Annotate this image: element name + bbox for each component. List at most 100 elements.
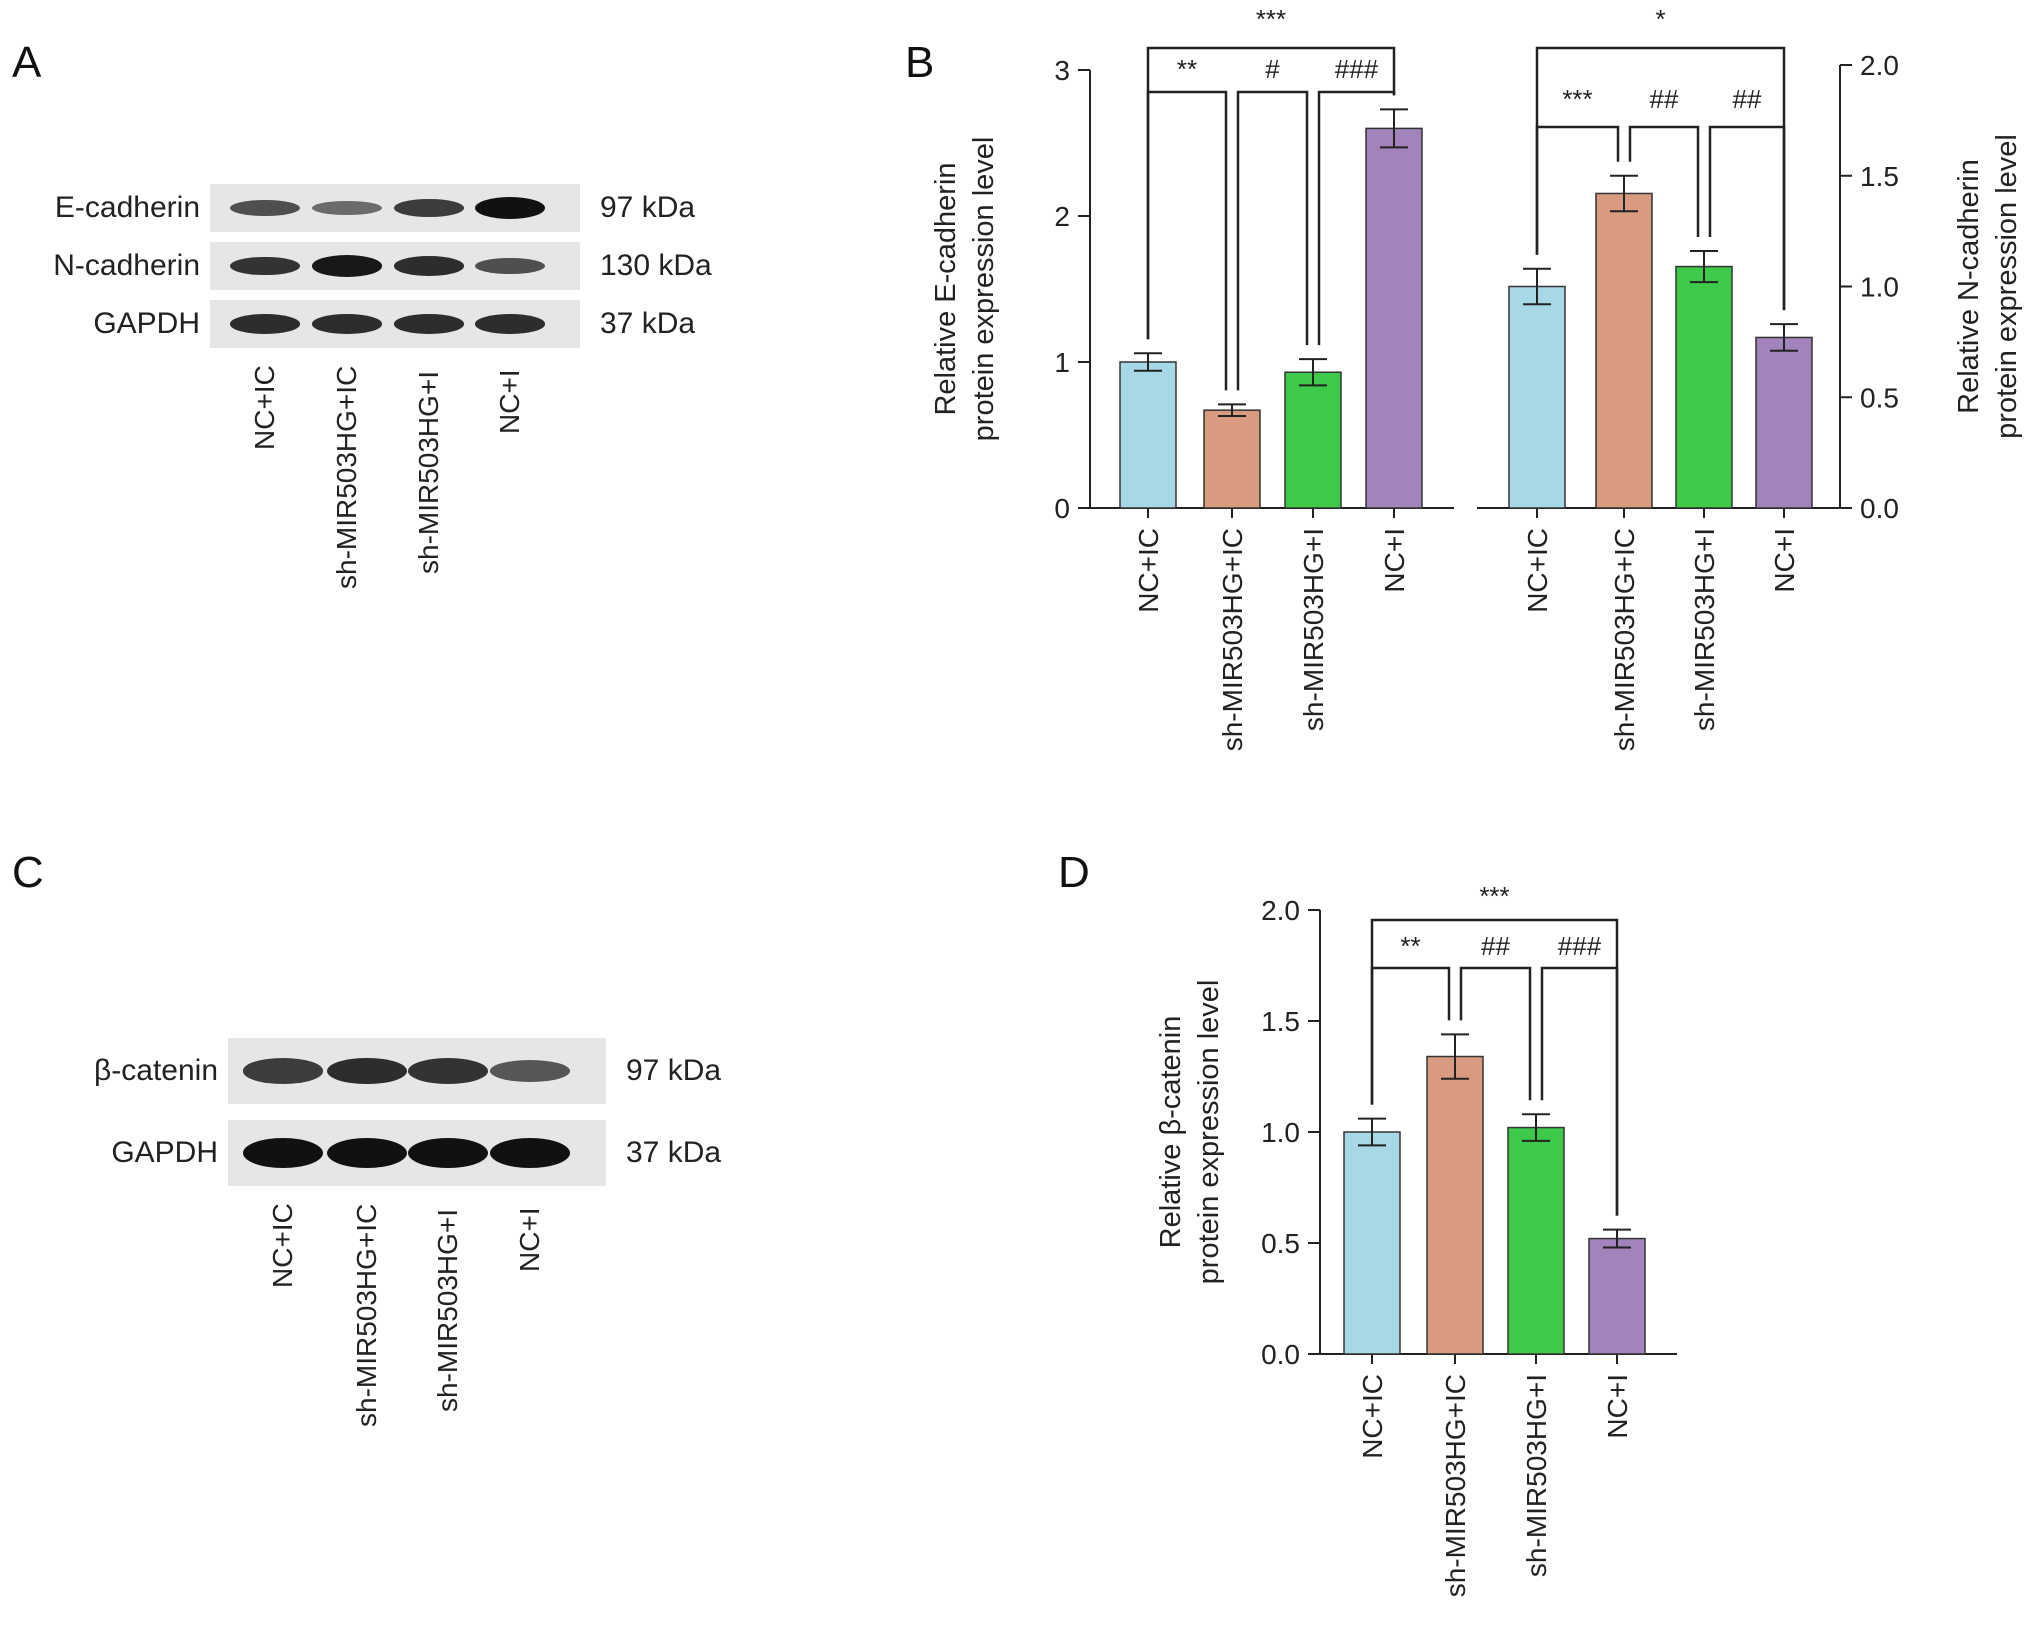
y-axis-title: Relative E-cadherin [930, 162, 962, 415]
y-tick-label: 1.5 [1860, 161, 1899, 192]
blot-band [394, 256, 464, 276]
significance-label: ### [1335, 54, 1379, 84]
blot-row-label: GAPDH [111, 1136, 218, 1169]
bar [1343, 1131, 1401, 1355]
significance-label: *** [1562, 84, 1592, 114]
significance-bracket [1236, 90, 1309, 391]
y-tick-label: 1.5 [1261, 1006, 1300, 1037]
significance-bracket [1459, 966, 1532, 1101]
blot-band [327, 1138, 407, 1168]
y-axis-title: protein expression level [968, 137, 1000, 442]
panel-letter-d: D [1058, 848, 1090, 897]
significance-bracket [1540, 966, 1619, 1216]
bar [1755, 336, 1813, 509]
bar [1426, 1055, 1484, 1355]
x-tick-label: sh-MIR503HG+I [1689, 528, 1720, 731]
significance-label: *** [1479, 881, 1509, 911]
x-tick-label: sh-MIR503HG+IC [1217, 528, 1248, 751]
blot-band [490, 1060, 570, 1082]
blot-band [243, 1058, 323, 1084]
panel-letter-b: B [905, 38, 935, 87]
significance-bracket [1317, 90, 1396, 346]
blot-band [408, 1138, 488, 1168]
y-tick-label: 0 [1054, 493, 1070, 524]
y-axis-title: Relative N-cadherin [1953, 159, 1985, 414]
blot-band [312, 200, 382, 216]
blot-band [394, 314, 464, 334]
y-tick-label: 2.0 [1261, 895, 1300, 926]
blot-band [230, 199, 300, 217]
panel-letter-c: C [12, 848, 44, 897]
significance-bracket [1370, 918, 1619, 1216]
significance-label: # [1265, 54, 1280, 84]
blot-band [230, 256, 300, 276]
blot-band [394, 198, 464, 218]
blot-kda-label: 130 kDa [600, 249, 712, 282]
y-tick-label: 1.0 [1860, 272, 1899, 303]
y-tick-label: 2.0 [1860, 50, 1899, 81]
blot-band [475, 197, 545, 219]
blot-row-label: β-catenin [94, 1054, 218, 1087]
y-axis-title: Relative β-catenin [1155, 1016, 1187, 1249]
blot-kda-label: 37 kDa [600, 307, 696, 340]
x-tick-label: NC+IC [1357, 1374, 1388, 1459]
significance-bracket [1628, 125, 1700, 238]
significance-label: ## [1650, 84, 1679, 114]
significance-label: * [1655, 4, 1665, 34]
blot-row-label: N-cadherin [53, 249, 200, 282]
significance-label: ** [1177, 54, 1197, 84]
blot-row-label: E-cadherin [54, 191, 200, 224]
y-tick-label: 0.5 [1261, 1228, 1300, 1259]
x-tick-label: sh-MIR503HG+I [1521, 1374, 1552, 1577]
x-tick-label: NC+IC [1522, 528, 1553, 613]
bar [1508, 285, 1566, 509]
bar [1365, 127, 1423, 509]
significance-label: ### [1558, 931, 1602, 961]
y-tick-label: 2 [1054, 201, 1070, 232]
significance-label: *** [1256, 4, 1286, 34]
significance-label: ## [1733, 84, 1762, 114]
bar [1675, 265, 1733, 509]
blot-band [475, 257, 545, 275]
significance-bracket [1535, 125, 1620, 255]
y-tick-label: 1.0 [1261, 1117, 1300, 1148]
y-tick-label: 1 [1054, 347, 1070, 378]
significance-label: ## [1481, 931, 1510, 961]
blot-kda-label: 37 kDa [626, 1136, 722, 1169]
x-tick-label: sh-MIR503HG+IC [1440, 1374, 1471, 1597]
significance-bracket [1370, 966, 1451, 1105]
blot-band [475, 314, 545, 334]
blot-band [312, 255, 382, 277]
significance-bracket [1146, 90, 1228, 391]
x-tick-label: NC+IC [1133, 528, 1164, 613]
x-tick-label: NC+I [1602, 1374, 1633, 1439]
significance-label: ** [1400, 931, 1420, 961]
blot-band [230, 314, 300, 334]
x-tick-label: sh-MIR503HG+I [1298, 528, 1329, 731]
blot-band [408, 1058, 488, 1084]
bar [1203, 409, 1261, 509]
blot-band [312, 314, 382, 334]
bar [1284, 371, 1342, 509]
x-tick-label: NC+I [1769, 528, 1800, 593]
bar [1588, 1237, 1646, 1355]
blot-kda-label: 97 kDa [600, 191, 696, 224]
bar [1595, 192, 1653, 509]
y-tick-label: 0.0 [1261, 1339, 1300, 1370]
y-axis-title: protein expression level [1193, 980, 1225, 1285]
blot-band [243, 1138, 323, 1168]
blot-band [490, 1138, 570, 1168]
significance-bracket [1708, 125, 1786, 311]
bar [1507, 1126, 1565, 1355]
x-tick-label: sh-MIR503HG+IC [1609, 528, 1640, 751]
bar [1119, 361, 1177, 509]
y-tick-label: 0.0 [1860, 493, 1899, 524]
panel-letter-a: A [12, 38, 42, 87]
y-tick-label: 3 [1054, 55, 1070, 86]
y-tick-label: 0.5 [1860, 382, 1899, 413]
blot-kda-label: 97 kDa [626, 1054, 722, 1087]
blot-row-label: GAPDH [93, 307, 200, 340]
blot-band [327, 1057, 407, 1085]
y-axis-title: protein expression level [1991, 134, 2023, 439]
